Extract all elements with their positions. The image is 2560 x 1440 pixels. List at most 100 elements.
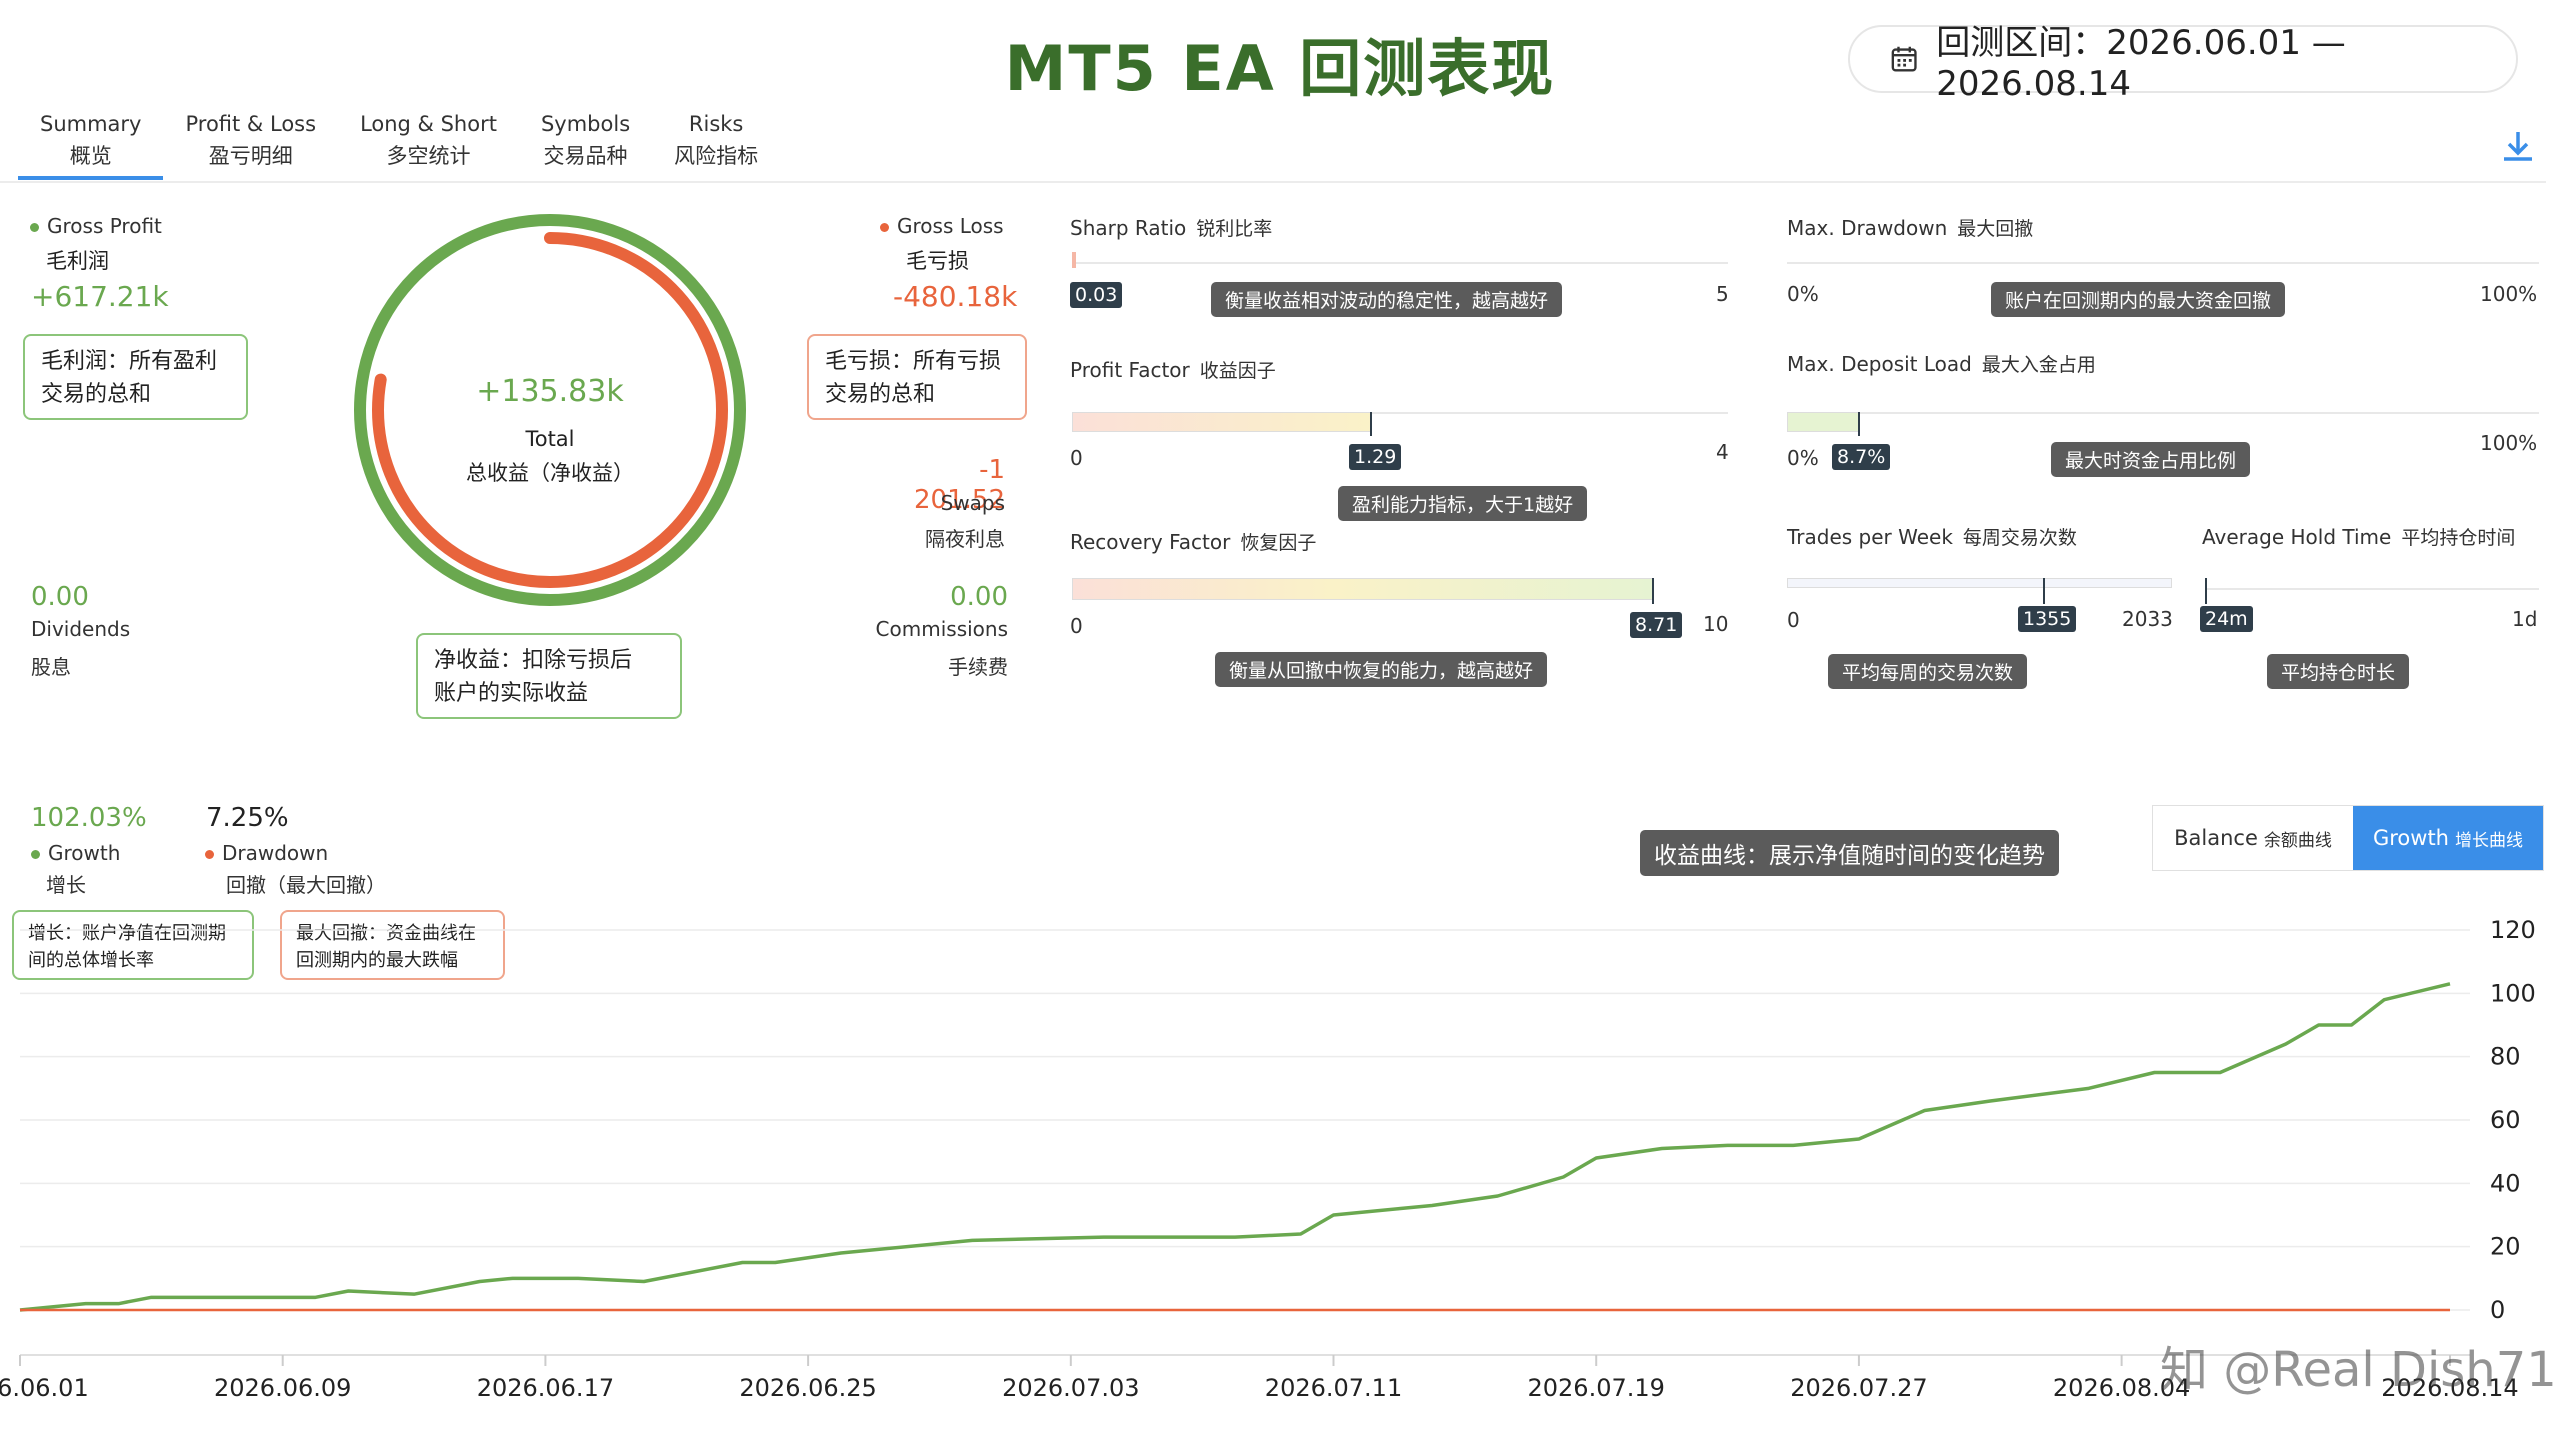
dividends-cn: 股息 <box>31 655 71 679</box>
commissions-value: 0.00 <box>950 582 1008 612</box>
calendar-icon <box>1891 46 1917 72</box>
total-label: Total <box>525 427 575 451</box>
recovery-factor-min: 0 <box>1070 614 1083 638</box>
trades-per-week-tip: 平均每周的交易次数 <box>1828 654 2028 689</box>
x-tick-label: 2026.06.25 <box>739 1374 876 1402</box>
drawdown-label: Drawdown <box>205 841 328 865</box>
profit-factor-min: 0 <box>1070 446 1083 470</box>
max-deposit-load-fill <box>1787 412 1859 432</box>
max-drawdown-tip: 账户在回测期内的最大资金回撤 <box>1991 282 2286 317</box>
y-tick-label: 120 <box>2490 916 2536 944</box>
recovery-factor-marker <box>1652 578 1654 604</box>
growth-toggle-button[interactable]: Growth 增长曲线 <box>2353 806 2543 870</box>
recovery-factor-fill <box>1072 578 1654 600</box>
tab-summary[interactable]: Summary 概览 <box>18 108 164 180</box>
recovery-factor-value: 8.71 <box>1630 612 1683 638</box>
max-deposit-load-track <box>1787 412 2539 414</box>
x-tick-label: 2026.06.09 <box>214 1374 351 1402</box>
growth-series-line <box>19 982 2451 1312</box>
trades-per-week-min: 0 <box>1787 608 1800 632</box>
curve-toggle: Balance 余额曲线 Growth 增长曲线 <box>2152 805 2544 871</box>
x-tick-label: 2026.07.27 <box>1790 1374 1927 1402</box>
trades-per-week-track <box>1787 578 2172 588</box>
trades-per-week-marker <box>2043 578 2045 604</box>
gross-profit-callout: 毛利润：所有盈利 交易的总和 <box>23 334 248 420</box>
max-drawdown-track <box>1787 262 2539 264</box>
y-tick-label: 0 <box>2490 1296 2505 1324</box>
avg-hold-time-title: Average Hold Time 平均持仓时间 <box>2202 525 2516 549</box>
dividends-label: Dividends <box>31 617 131 641</box>
sharp-ratio-title: Sharp Ratio 锐利比率 <box>1070 216 1273 240</box>
growth-callout: 增长：账户净值在回测期 间的总体增长率 <box>12 910 254 980</box>
swaps-cn: 隔夜利息 <box>925 527 1005 551</box>
max-deposit-load-marker <box>1858 412 1860 436</box>
avg-hold-time-value: 24m <box>2200 606 2253 632</box>
x-tick-label: 2026.07.03 <box>1002 1374 1139 1402</box>
trades-per-week-max: 2033 <box>2122 607 2173 631</box>
gross-profit-cn: 毛利润 <box>46 249 109 273</box>
watermark: 知 @Real Dish71 <box>2160 1342 2557 1398</box>
max-deposit-load-tip: 最大时资金占用比例 <box>2051 442 2251 477</box>
sharp-ratio-max: 5 <box>1716 282 1729 306</box>
donut-profit-ring <box>354 214 746 606</box>
gross-loss-label: Gross Loss <box>880 214 1004 238</box>
profit-factor-value: 1.29 <box>1349 444 1402 470</box>
gross-loss-callout: 毛亏损：所有亏损 交易的总和 <box>807 334 1027 420</box>
max-deposit-load-min: 0% <box>1787 446 1819 470</box>
swaps-label: Swaps <box>940 491 1005 515</box>
avg-hold-time-max: 1d <box>2512 607 2538 631</box>
max-drawdown-min: 0% <box>1787 282 1819 306</box>
x-tick-label: 2026.06.01 <box>0 1374 89 1402</box>
tab-symbols[interactable]: Symbols 交易品种 <box>540 112 631 168</box>
tab-risks[interactable]: Risks 风险指标 <box>674 112 759 168</box>
date-range-picker[interactable]: 回测区间：2026.06.01 — 2026.08.14 <box>1848 23 2518 104</box>
growth-value: 102.03% <box>31 803 147 833</box>
gross-profit-value: +617.21k <box>31 280 169 313</box>
sharp-ratio-track <box>1072 262 1728 264</box>
trades-per-week-title: Trades per Week 每周交易次数 <box>1787 525 2077 549</box>
profit-factor-marker <box>1370 412 1372 436</box>
tab-profit-loss[interactable]: Profit & Loss 盈亏明细 <box>185 112 317 168</box>
profit-factor-tip: 盈利能力指标，大于1越好 <box>1338 486 1588 521</box>
drawdown-value: 7.25% <box>206 803 289 833</box>
recovery-factor-tip: 衡量从回撤中恢复的能力，越高越好 <box>1215 652 1548 687</box>
gross-profit-label: Gross Profit <box>30 214 162 238</box>
date-range-text: 回测区间：2026.06.01 — 2026.08.14 <box>1936 22 2346 104</box>
sharp-ratio-tip: 衡量收益相对波动的稳定性，越高越好 <box>1211 282 1563 317</box>
profit-factor-max: 4 <box>1716 440 1729 464</box>
profit-factor-fill <box>1072 412 1372 432</box>
max-deposit-load-value: 8.7% <box>1832 444 1891 470</box>
tab-long-short[interactable]: Long & Short 多空统计 <box>360 112 497 168</box>
profit-factor-title: Profit Factor 收益因子 <box>1070 358 1276 382</box>
avg-hold-time-marker <box>2205 578 2207 604</box>
trades-per-week-value: 1355 <box>2018 606 2077 632</box>
download-icon[interactable] <box>2498 126 2538 166</box>
sharp-ratio-value: 0.03 <box>1070 282 1123 308</box>
drawdown-callout: 最大回撤：资金曲线在 回测期内的最大跌幅 <box>280 910 505 980</box>
max-drawdown-max: 100% <box>2480 282 2538 306</box>
growth-label: Growth <box>31 841 120 865</box>
tab-divider <box>0 181 2546 183</box>
total-value: +135.83k <box>476 374 624 409</box>
balance-toggle-button[interactable]: Balance 余额曲线 <box>2174 826 2332 851</box>
gross-loss-cn: 毛亏损 <box>906 249 969 273</box>
max-deposit-load-max: 100% <box>2480 431 2538 455</box>
total-cn: 总收益（净收益） <box>466 461 634 485</box>
growth-cn: 增长 <box>46 873 86 897</box>
drawdown-cn: 回撤（最大回撤） <box>226 873 386 897</box>
recovery-factor-title: Recovery Factor 恢复因子 <box>1070 530 1317 554</box>
x-tick-label: 2026.08.14 <box>2381 1374 2518 1402</box>
x-tick-label: 2026.07.19 <box>1528 1374 1665 1402</box>
max-drawdown-title: Max. Drawdown 最大回撤 <box>1787 216 2034 240</box>
y-tick-label: 100 <box>2490 979 2536 1007</box>
commissions-cn: 手续费 <box>948 655 1008 679</box>
y-tick-label: 40 <box>2490 1169 2521 1197</box>
y-tick-label: 60 <box>2490 1106 2521 1134</box>
equity-curve-tip: 收益曲线：展示净值随时间的变化趋势 <box>1640 830 2059 876</box>
profit-loss-donut <box>354 214 746 606</box>
tab-bar: Summary 概览 Profit & Loss 盈亏明细 Long & Short… <box>18 108 780 180</box>
x-tick-label: 2026.06.17 <box>477 1374 614 1402</box>
commissions-label: Commissions <box>875 617 1008 641</box>
page-title: MT5 EA 回测表现 <box>1004 32 1556 105</box>
y-tick-label: 80 <box>2490 1043 2521 1071</box>
